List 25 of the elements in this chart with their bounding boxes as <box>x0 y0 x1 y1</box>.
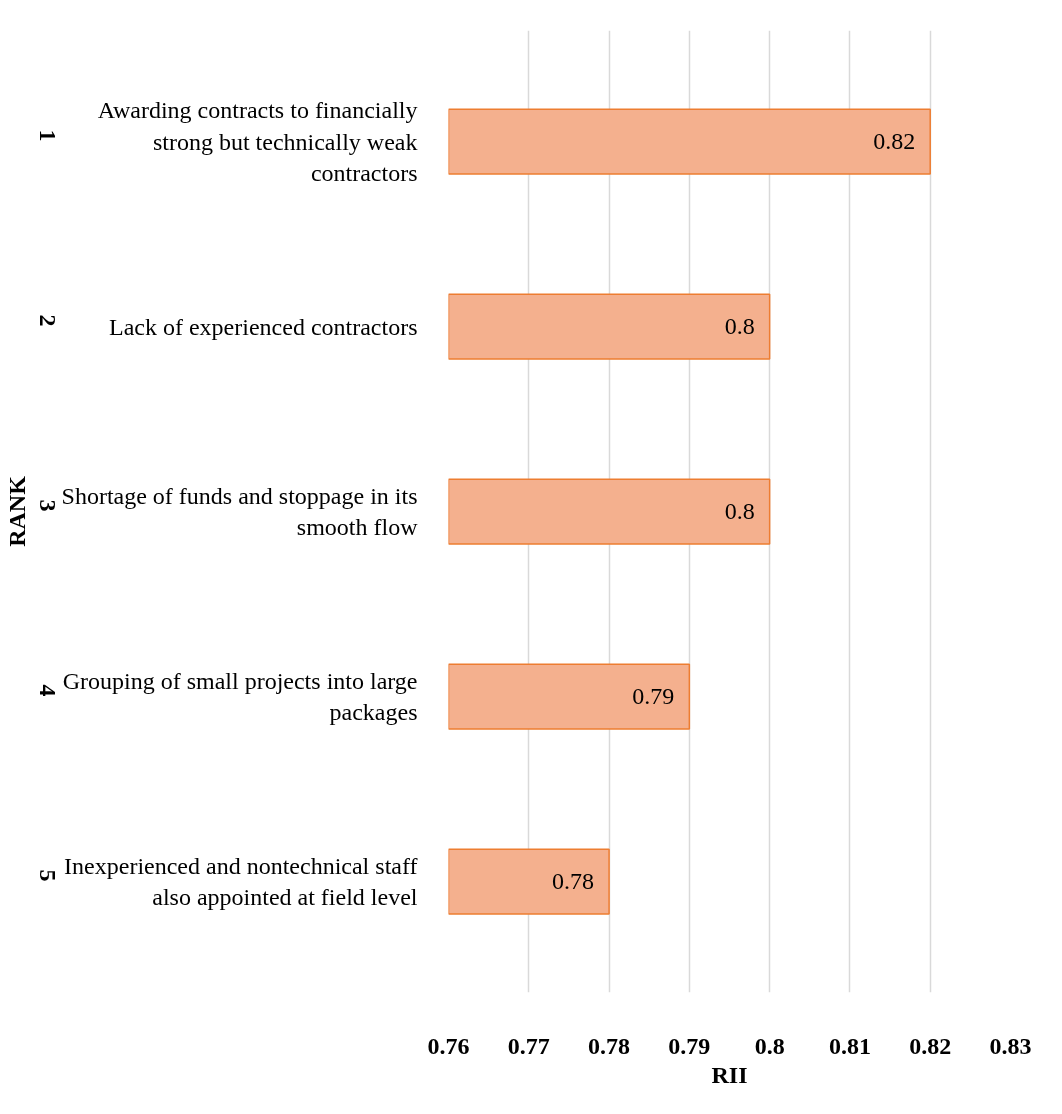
x-tick-label: 0.82 <box>909 1032 952 1059</box>
text: 5 <box>35 869 61 882</box>
y-tick-label: Awarding contracts to financially strong but technically weak contractors <box>97 97 418 186</box>
y-tick-label: Grouping of small projects into large packages <box>62 667 418 726</box>
text: 1 <box>35 129 61 142</box>
y-tick-label: Shortage of funds and stoppage in its smooth flow <box>61 482 419 541</box>
x-tick-label: 0.77 <box>507 1032 550 1059</box>
x-axis-title: RII <box>711 1061 748 1088</box>
text: 2 <box>35 314 61 327</box>
y-tick-label: Inexperienced and nontechnical staff also appointed at field level <box>64 852 418 911</box>
data-label: 0.79 <box>632 683 675 709</box>
x-tick-label: 0.8 <box>754 1032 785 1059</box>
x-tick-label: 0.79 <box>668 1032 711 1059</box>
text: 3 <box>35 499 61 512</box>
text: 4 <box>35 684 61 697</box>
data-label: 0.8 <box>724 498 755 524</box>
x-tick-label: 0.81 <box>828 1032 871 1059</box>
x-tick-label: 0.76 <box>427 1032 470 1059</box>
x-tick-label: 0.83 <box>989 1032 1032 1059</box>
y-axis-title: RANK <box>3 475 30 547</box>
data-label: 0.8 <box>724 313 755 339</box>
y-tick-label: Lack of experienced contractors <box>109 313 418 340</box>
x-tick-label: 0.78 <box>588 1032 631 1059</box>
data-label: 0.78 <box>552 868 595 894</box>
data-label: 0.82 <box>873 128 916 154</box>
